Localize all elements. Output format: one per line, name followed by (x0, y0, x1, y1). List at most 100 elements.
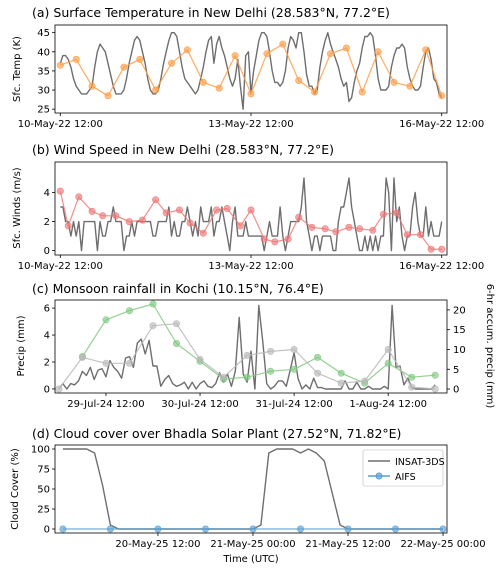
series-point (403, 231, 411, 239)
series-point (356, 225, 364, 233)
series-point (102, 316, 110, 324)
panel-c-ylabel: Precip (mm) (16, 315, 27, 376)
xtick-label: 29-Jul-24 12:00 (67, 399, 144, 410)
series-point (369, 226, 377, 234)
series-point (243, 351, 251, 359)
series-point (173, 339, 181, 347)
panel-c-marks (55, 300, 439, 393)
series-point (321, 225, 329, 233)
series-point (311, 88, 319, 96)
series-point (138, 216, 146, 224)
panel-a-title: (a) Surface Temperature in New Delhi (28… (32, 5, 390, 20)
panel-surface-temperature: (a) Surface Temperature in New Delhi (28… (12, 5, 484, 130)
series-point (427, 245, 435, 253)
series-point (260, 235, 268, 243)
ytick-label: 30 (37, 86, 50, 97)
series-point (308, 223, 316, 231)
xtick-label: 21-May-25 12:00 (305, 539, 390, 550)
ytick-label: 0 (44, 246, 50, 257)
panel-c-title: (c) Monsoon rainfall in Kochi (10.15°N, … (32, 281, 324, 296)
series-point (438, 92, 446, 100)
series-point (263, 50, 271, 58)
series-point (337, 379, 345, 387)
ytick-label: 4 (44, 188, 50, 199)
series-point (290, 345, 298, 353)
y2tick-label: 5 (453, 365, 459, 376)
series-point (314, 353, 322, 361)
series-point (223, 205, 231, 213)
series-point (247, 90, 255, 98)
series-point (199, 78, 207, 86)
legend-label-insat: INSAT-3DS (395, 457, 445, 468)
series-point (384, 359, 392, 367)
xtick-label: 1-Aug-24 12:00 (349, 399, 427, 410)
series-point (295, 77, 303, 85)
panel-b-title: (b) Wind Speed in New Delhi (28.583°N, 7… (32, 142, 334, 157)
series-line-observed (59, 32, 443, 110)
series-point (72, 55, 80, 63)
series-point (99, 212, 107, 220)
ytick-label: 6 (44, 304, 50, 315)
panel-a-marks (56, 32, 446, 110)
series-point (390, 78, 398, 86)
ytick-label: 0 (44, 525, 50, 536)
panel-d-ticks: 0 25 50 75 100 20-May-25 12:00 21-May-25 00:00… (31, 445, 486, 551)
series-point (416, 231, 424, 239)
ytick-label: 0 (44, 384, 50, 395)
series-point (271, 238, 279, 246)
y2tick-label: 10 (453, 345, 466, 356)
series-point (215, 84, 223, 92)
panel-c-y2label: 6-hr accum. precip (mm) (484, 284, 495, 409)
legend-marker-aifs (375, 472, 383, 480)
series-point (249, 525, 257, 533)
series-point (213, 206, 221, 214)
ytick-label: 45 (37, 28, 50, 39)
series-point (431, 385, 439, 393)
ytick-label: 2 (44, 217, 50, 228)
series-point (102, 359, 110, 367)
series-point (154, 525, 162, 533)
series-point (267, 347, 275, 355)
series-point (149, 322, 157, 330)
ytick-label: 100 (31, 445, 50, 456)
ytick-label: 35 (37, 66, 50, 77)
series-point (56, 187, 64, 195)
panel-b-ticks: 0 2 4 10-May-22 12:00 13-May-22 12:00 16-May-… (18, 188, 485, 272)
series-point (393, 209, 401, 217)
series-point (136, 55, 144, 63)
series-point (422, 46, 430, 54)
series-point (438, 245, 446, 253)
series-point (120, 63, 128, 71)
xtick-label: 10-May-22 12:00 (18, 261, 103, 272)
series-point (243, 373, 251, 381)
series-point (267, 367, 275, 375)
panel-c-frame (54, 299, 448, 394)
series-point (342, 44, 350, 52)
legend-label-aifs: AIFS (395, 472, 416, 483)
panel-a-ticks: 25 30 35 40 45 10-May-22 12:00 13-May-22 12:00… (18, 28, 485, 130)
series-point (168, 59, 176, 67)
series-point (296, 525, 304, 533)
panel-wind-speed: (b) Wind Speed in New Delhi (28.583°N, 7… (12, 142, 484, 272)
series-point (290, 365, 298, 373)
legend-box (362, 449, 444, 487)
series-point (391, 525, 399, 533)
series-point (231, 52, 239, 60)
series-point (406, 82, 414, 90)
panel-monsoon-rainfall: (c) Monsoon rainfall in Kochi (10.15°N, … (16, 281, 495, 410)
xtick-label: 21-May-25 00:00 (210, 539, 295, 550)
series-line-forecast-a (81, 303, 436, 384)
series-point (374, 48, 382, 56)
series-point (59, 525, 67, 533)
ytick-label: 75 (37, 465, 50, 476)
series-point (149, 300, 157, 308)
panel-b-ylabel: Sfc. Winds (m/s) (12, 167, 23, 248)
series-point (236, 222, 244, 230)
series-point (202, 525, 210, 533)
series-point (295, 213, 303, 221)
series-point (55, 385, 63, 393)
series-point (162, 209, 170, 217)
y2tick-label: 15 (453, 325, 466, 336)
series-point (196, 355, 204, 363)
xtick-label: 31-Jul-24 12:00 (255, 399, 332, 410)
